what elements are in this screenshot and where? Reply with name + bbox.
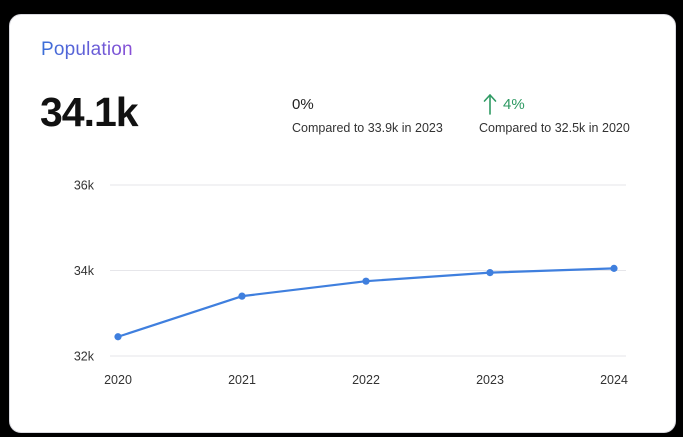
y-tick-label: 32k bbox=[74, 350, 95, 364]
change-value: 4% bbox=[503, 95, 525, 113]
data-point bbox=[362, 277, 370, 285]
change-value: 0% bbox=[292, 95, 314, 113]
change-description: Compared to 33.9k in 2023 bbox=[292, 121, 443, 135]
data-point bbox=[114, 333, 122, 341]
x-tick-label: 2021 bbox=[228, 373, 256, 387]
data-point bbox=[610, 264, 618, 272]
y-tick-label: 34k bbox=[74, 264, 95, 278]
comparison-baseline-year: 4% Compared to 32.5k in 2020 bbox=[479, 93, 630, 135]
population-card: Population 34.1k 0% Compared to 33.9k in… bbox=[9, 14, 676, 433]
change-value-row: 4% bbox=[479, 93, 630, 115]
population-line-chart: 32k 34k 36k 2020 2021 2022 2023 2024 bbox=[74, 179, 628, 388]
data-point bbox=[238, 292, 246, 300]
change-description: Compared to 32.5k in 2020 bbox=[479, 121, 630, 135]
x-tick-label: 2022 bbox=[352, 373, 380, 387]
comparison-previous-year: 0% Compared to 33.9k in 2023 bbox=[292, 93, 443, 136]
x-tick-label: 2020 bbox=[104, 373, 132, 387]
x-tick-label: 2024 bbox=[600, 373, 628, 387]
y-tick-label: 36k bbox=[74, 179, 95, 193]
x-tick-label: 2023 bbox=[476, 373, 504, 387]
arrow-up-icon bbox=[483, 94, 497, 115]
current-value: 34.1k bbox=[40, 89, 139, 135]
data-point bbox=[486, 269, 494, 277]
card-title: Population bbox=[41, 39, 133, 60]
